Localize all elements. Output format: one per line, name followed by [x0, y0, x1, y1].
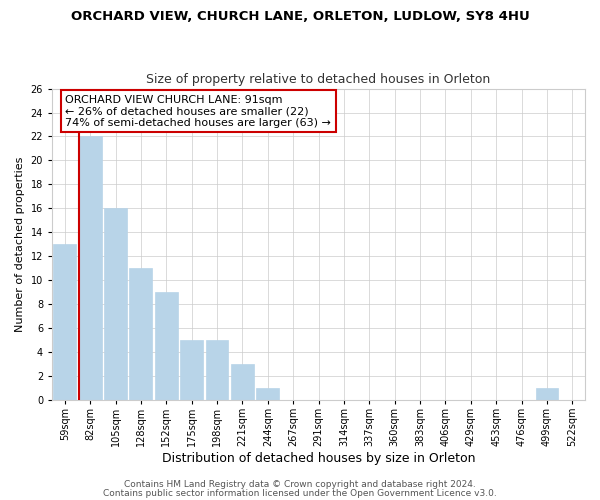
Bar	[206, 340, 229, 400]
Y-axis label: Number of detached properties: Number of detached properties	[15, 156, 25, 332]
Bar	[256, 388, 279, 400]
X-axis label: Distribution of detached houses by size in Orleton: Distribution of detached houses by size …	[162, 452, 475, 465]
Text: ORCHARD VIEW, CHURCH LANE, ORLETON, LUDLOW, SY8 4HU: ORCHARD VIEW, CHURCH LANE, ORLETON, LUDL…	[71, 10, 529, 23]
Text: Contains HM Land Registry data © Crown copyright and database right 2024.: Contains HM Land Registry data © Crown c…	[124, 480, 476, 489]
Bar	[53, 244, 76, 400]
Bar	[231, 364, 254, 400]
Bar	[155, 292, 178, 400]
Text: Contains public sector information licensed under the Open Government Licence v3: Contains public sector information licen…	[103, 488, 497, 498]
Text: ORCHARD VIEW CHURCH LANE: 91sqm
← 26% of detached houses are smaller (22)
74% of: ORCHARD VIEW CHURCH LANE: 91sqm ← 26% of…	[65, 95, 331, 128]
Bar	[79, 136, 101, 400]
Title: Size of property relative to detached houses in Orleton: Size of property relative to detached ho…	[146, 73, 491, 86]
Bar	[536, 388, 559, 400]
Bar	[130, 268, 152, 400]
Bar	[104, 208, 127, 400]
Bar	[180, 340, 203, 400]
